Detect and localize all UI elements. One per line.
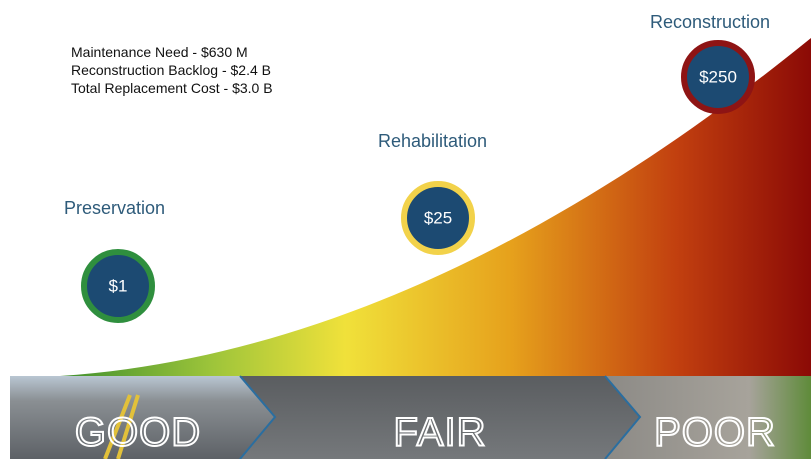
note: Reconstruction Backlog - $2.4 B bbox=[71, 62, 271, 78]
stage-label: Reconstruction bbox=[650, 12, 770, 32]
condition-label: FAIR bbox=[394, 411, 487, 455]
cost-value: $25 bbox=[424, 208, 452, 227]
stage-label: Rehabilitation bbox=[378, 131, 487, 151]
condition-label: GOOD bbox=[75, 411, 201, 455]
note: Total Replacement Cost - $3.0 B bbox=[71, 80, 273, 96]
cost-value: $1 bbox=[109, 276, 128, 295]
cost-value: $250 bbox=[699, 67, 737, 86]
infographic: Maintenance Need - $630 M Reconstruction… bbox=[0, 0, 811, 459]
note: Maintenance Need - $630 M bbox=[71, 44, 248, 60]
condition-label: POOR bbox=[654, 411, 776, 455]
stage-label: Preservation bbox=[64, 198, 165, 218]
